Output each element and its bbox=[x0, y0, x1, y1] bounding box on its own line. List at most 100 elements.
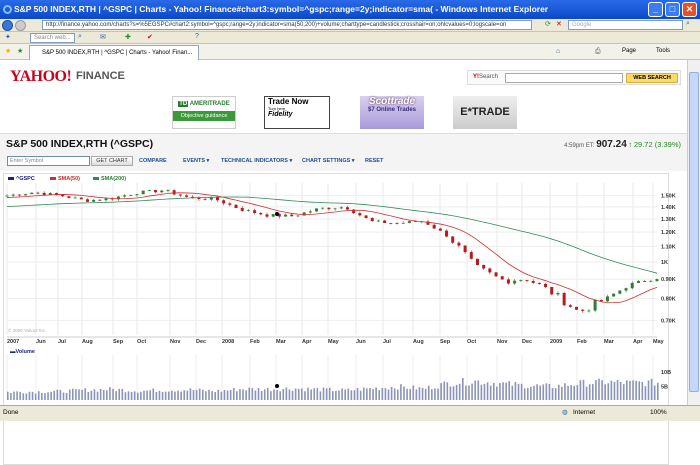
volume-bar bbox=[291, 390, 294, 400]
volume-bar bbox=[65, 393, 68, 400]
ad-scottrade[interactable]: Scottrade $7 Online Trades bbox=[360, 96, 424, 129]
ie-icon bbox=[3, 5, 12, 14]
candle bbox=[587, 310, 591, 312]
minimize-button[interactable]: _ bbox=[648, 2, 663, 17]
scrollbar-thumb[interactable] bbox=[689, 72, 699, 392]
volume-bar bbox=[477, 380, 480, 400]
volume-bar bbox=[387, 389, 390, 400]
favorites-star-icon[interactable]: ★ bbox=[5, 48, 12, 55]
back-button[interactable] bbox=[2, 20, 13, 31]
candle bbox=[321, 207, 325, 209]
volume-bar bbox=[657, 382, 659, 400]
technical-indicators-menu[interactable]: TECHNICAL INDICATORS ▾ bbox=[221, 158, 293, 164]
arrow-up-icon: ↑ bbox=[628, 140, 633, 149]
candle bbox=[215, 197, 219, 201]
add-favorite-icon[interactable]: ★ bbox=[17, 48, 24, 55]
volume-label: ▬Volume bbox=[10, 349, 35, 355]
volume-bar bbox=[527, 387, 529, 400]
x-tick-label: Nov bbox=[170, 339, 181, 345]
candle bbox=[135, 194, 139, 196]
toolbar-icon[interactable]: ✦ bbox=[5, 34, 11, 41]
events-menu[interactable]: EVENTS ▾ bbox=[183, 158, 210, 164]
volume-bar bbox=[384, 388, 387, 400]
symbol-input[interactable]: Enter Symbol bbox=[7, 156, 90, 166]
volume-bar bbox=[19, 391, 21, 400]
x-tick-label: Dec bbox=[522, 339, 532, 345]
volume-bar bbox=[16, 391, 18, 400]
forward-button[interactable] bbox=[15, 20, 26, 31]
volume-bar bbox=[109, 387, 111, 400]
candle bbox=[17, 194, 21, 196]
volume-bar bbox=[415, 389, 418, 400]
home-icon[interactable]: ⌂ bbox=[556, 48, 561, 55]
tools-menu[interactable]: Tools bbox=[656, 48, 671, 54]
compare-link[interactable]: COMPARE bbox=[139, 158, 167, 164]
volume-bar bbox=[220, 391, 223, 400]
ad-fidelity[interactable]: Trade Now Turn here Fidelity bbox=[264, 96, 330, 129]
volume-bar bbox=[353, 390, 356, 400]
help-icon[interactable]: ? bbox=[195, 33, 199, 40]
volume-bar bbox=[400, 384, 402, 400]
print-icon[interactable]: ⎙ bbox=[595, 48, 601, 55]
yahoo-logo[interactable]: YAHOO! bbox=[10, 68, 72, 85]
refresh-icon[interactable]: ⟳ bbox=[545, 21, 551, 28]
page-menu[interactable]: Page bbox=[622, 48, 637, 54]
volume-bar bbox=[573, 385, 576, 400]
candle bbox=[327, 207, 331, 210]
candle bbox=[581, 309, 585, 311]
candle bbox=[222, 200, 226, 204]
google-search-input[interactable]: Google bbox=[568, 20, 683, 30]
vertical-scrollbar[interactable] bbox=[687, 60, 700, 405]
status-bar: Done ◍ Internet 100% bbox=[0, 405, 700, 421]
plus-icon[interactable]: ✚ bbox=[125, 34, 131, 41]
x-tick-label: 2007 bbox=[7, 339, 19, 345]
x-tick-label: Jun bbox=[356, 339, 366, 345]
get-chart-button[interactable]: GET CHART bbox=[91, 156, 133, 166]
reset-link[interactable]: RESET bbox=[365, 158, 384, 164]
volume-bar bbox=[161, 391, 164, 400]
volume-bar bbox=[613, 381, 616, 400]
candle bbox=[129, 195, 133, 196]
search-icon[interactable]: ⌕ bbox=[686, 20, 690, 27]
volume-bar bbox=[72, 388, 74, 400]
candle bbox=[513, 280, 517, 284]
volume-bar bbox=[533, 385, 535, 400]
x-tick-label: May bbox=[328, 339, 340, 345]
url-input[interactable]: http://finance.yahoo.com/charts?s=%5EGSP… bbox=[42, 20, 532, 30]
tab-active[interactable]: S&P 500 INDEX,RTH | ^GSPC | Charts - Yah… bbox=[29, 45, 199, 60]
candle bbox=[277, 214, 281, 217]
close-button[interactable]: ✕ bbox=[682, 2, 697, 17]
volume-bar bbox=[180, 391, 182, 400]
volume-bar bbox=[585, 386, 588, 400]
x-tick-label: Jul bbox=[58, 339, 66, 345]
volume-bar bbox=[112, 388, 114, 400]
x-tick-label: Nov bbox=[497, 339, 508, 345]
ad-etrade[interactable]: E*TRADE bbox=[453, 96, 517, 129]
candle bbox=[500, 276, 504, 280]
zoom-level[interactable]: 100% bbox=[650, 409, 667, 416]
web-search-button[interactable]: WEB SEARCH bbox=[626, 73, 678, 83]
volume-bar bbox=[251, 388, 254, 400]
candle bbox=[5, 195, 9, 197]
chart-settings-menu[interactable]: CHART SETTINGS ▾ bbox=[302, 158, 355, 164]
maximize-button[interactable]: □ bbox=[665, 2, 680, 17]
candle bbox=[383, 220, 387, 224]
web-search-input[interactable] bbox=[505, 73, 623, 83]
candle bbox=[531, 281, 535, 283]
stop-icon[interactable]: ✕ bbox=[556, 21, 562, 28]
volume-bar bbox=[115, 391, 117, 400]
globe-icon: ◍ bbox=[562, 409, 568, 416]
volume-bar bbox=[372, 389, 374, 400]
candle bbox=[55, 193, 59, 195]
volume-bar bbox=[474, 380, 476, 400]
stock-chart[interactable]: 2007 Jun Jul Aug Sep Oct Nov Dec 2008 Feb Mar Apr Ma… bbox=[0, 0, 687, 405]
toolbar-search-input[interactable]: Search web... bbox=[30, 33, 75, 43]
volume-bar bbox=[369, 388, 371, 400]
mail-icon[interactable]: ✉ bbox=[100, 34, 106, 41]
volume-bar bbox=[44, 393, 46, 400]
check-icon[interactable]: ✔ bbox=[147, 34, 153, 41]
ad-ameritrade[interactable]: TD AMERITRADE Objective guidance bbox=[172, 96, 236, 129]
volume-bar bbox=[607, 383, 610, 400]
search-icon[interactable]: ⌕ bbox=[78, 33, 82, 40]
volume-bar bbox=[489, 385, 492, 400]
